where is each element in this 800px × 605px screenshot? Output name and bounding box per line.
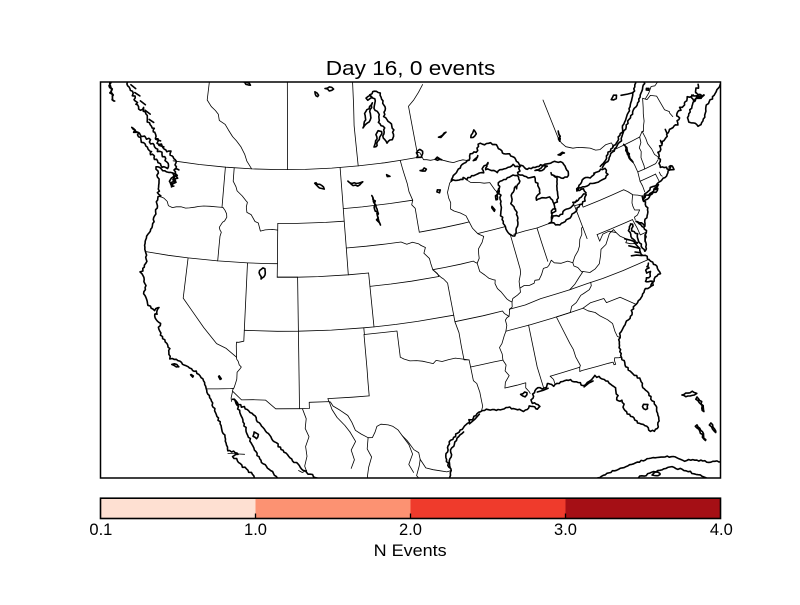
svg-text:3.0: 3.0 <box>554 521 577 539</box>
svg-text:1.0: 1.0 <box>244 521 267 539</box>
svg-text:N Events: N Events <box>374 542 447 560</box>
svg-text:0.1: 0.1 <box>89 521 112 539</box>
svg-text:2.0: 2.0 <box>399 521 422 539</box>
svg-text:Day 16, 0 events: Day 16, 0 events <box>326 58 496 80</box>
svg-text:4.0: 4.0 <box>710 521 733 539</box>
